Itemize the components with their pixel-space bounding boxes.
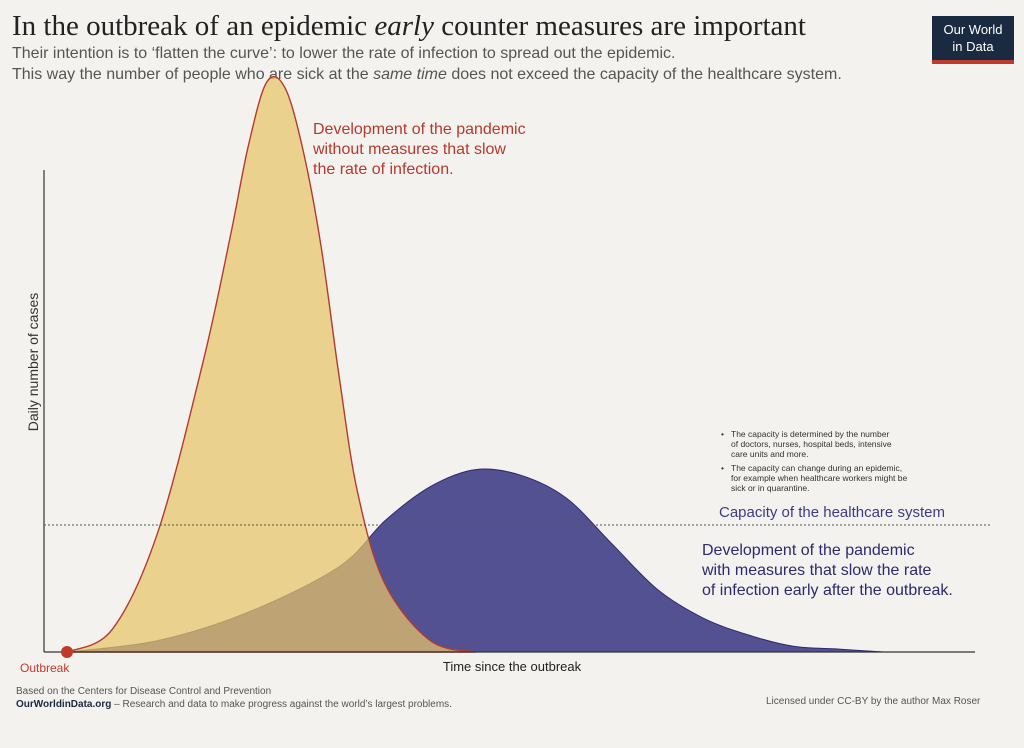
subtitle-2-end: does not exceed the capacity of the heal… — [446, 66, 842, 83]
series-label-line: the rate of infection. — [313, 161, 454, 178]
note-line: care units and more. — [731, 449, 808, 459]
owid-tagline: – Research and data to make progress aga… — [111, 699, 452, 710]
note-bullet: • — [721, 463, 724, 473]
owid-footer: OurWorldinData.org – Research and data t… — [16, 699, 452, 710]
series-label-line: Development of the pandemic — [702, 542, 915, 559]
area-without-measures — [66, 75, 476, 653]
series-label-line: with measures that slow the rate — [701, 562, 932, 579]
logo-line-1: Our World — [943, 22, 1003, 37]
source-note: Based on the Centers for Disease Control… — [16, 686, 272, 697]
y-axis-label: Daily number of cases — [25, 293, 41, 432]
logo-line-2: in Data — [952, 39, 994, 54]
series-label-line: of infection early after the outbreak. — [702, 582, 953, 599]
x-axis-label: Time since the outbreak — [443, 659, 582, 674]
outbreak-marker — [61, 646, 73, 658]
note-line: sick or in quarantine. — [731, 483, 809, 493]
series-label-line: without measures that slow — [312, 141, 506, 158]
note-line: of doctors, nurses, hospital beds, inten… — [731, 439, 892, 449]
title-emphasis: early — [374, 10, 434, 42]
title-start: In the outbreak of an epidemic — [12, 10, 375, 42]
title-end: counter measures are important — [433, 10, 806, 42]
subtitle-2-emphasis: same time — [373, 66, 447, 83]
note-line: The capacity is determined by the number — [731, 429, 889, 439]
series-label-line: Development of the pandemic — [313, 121, 526, 138]
series-label-with-measures: Development of the pandemic with measure… — [701, 542, 953, 599]
outbreak-label: Outbreak — [20, 661, 70, 675]
owid-logo: Our World in Data — [932, 16, 1014, 64]
note-line: The capacity can change during an epidem… — [731, 463, 902, 473]
license-note: Licensed under CC-BY by the author Max R… — [766, 696, 981, 707]
note-line: for example when healthcare workers migh… — [731, 473, 907, 483]
capacity-label: Capacity of the healthcare system — [719, 504, 945, 521]
note-bullet: • — [721, 429, 724, 439]
owid-site-link[interactable]: OurWorldinData.org — [16, 699, 112, 710]
subtitle-line-1: Their intention is to ‘flatten the curve… — [12, 45, 676, 62]
series-label-without-measures: Development of the pandemic without meas… — [312, 121, 526, 178]
capacity-notes: • The capacity is determined by the numb… — [721, 429, 907, 493]
chart-title: In the outbreak of an epidemic early cou… — [12, 10, 806, 43]
